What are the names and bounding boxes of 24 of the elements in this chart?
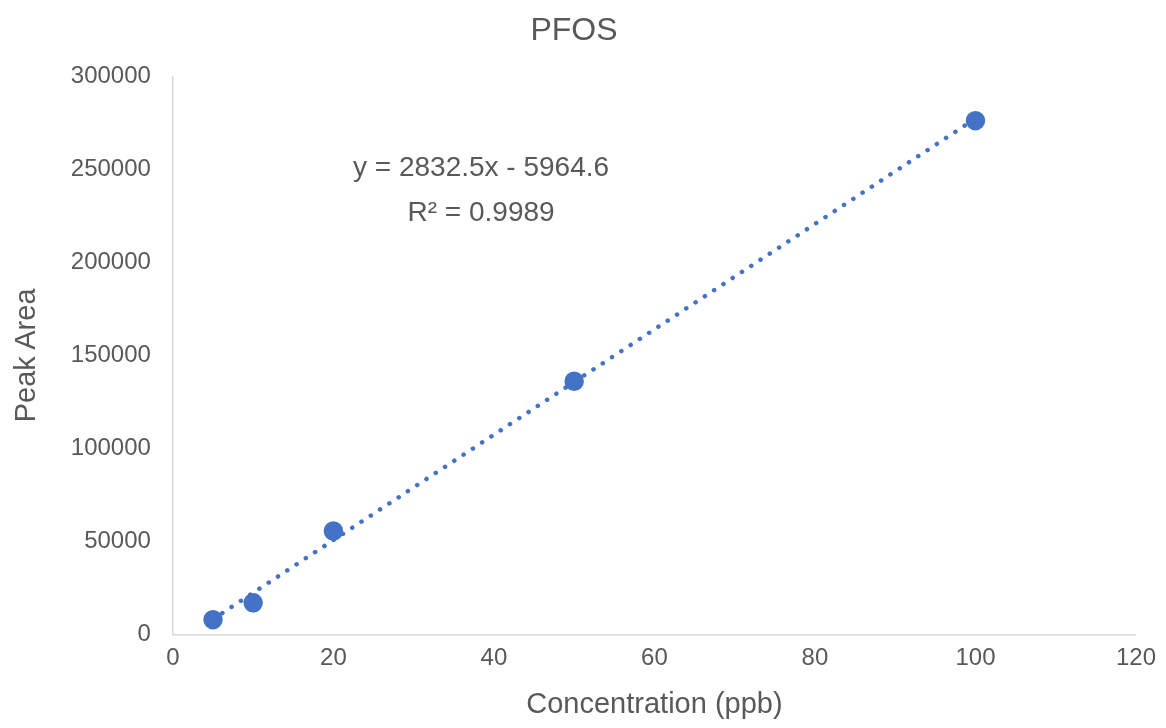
y-tick-label: 100000 — [70, 433, 151, 461]
chart-title: PFOS — [530, 11, 618, 48]
y-tick-label: 200000 — [70, 247, 151, 275]
y-tick-label: 50000 — [84, 526, 151, 554]
x-tick-label: 20 — [320, 643, 347, 671]
point — [243, 593, 263, 613]
x-tick-label: 60 — [641, 643, 668, 671]
y-tick-label: 150000 — [70, 340, 151, 368]
point — [564, 371, 584, 391]
y-tick-label: 250000 — [70, 154, 151, 182]
x-axis-title: Concentration (ppb) — [526, 686, 783, 719]
y-axis-title: Peak Area — [9, 287, 42, 423]
annotation: y = 2832.5x - 5964.6 — [353, 151, 610, 183]
point — [965, 110, 986, 131]
y-tick-label: 0 — [137, 619, 151, 647]
x-tick-label: 80 — [801, 643, 829, 671]
annotation: R² = 0.9989 — [407, 195, 555, 227]
x-tick-label: 100 — [955, 643, 996, 671]
point — [203, 609, 223, 630]
x-tick-label: 40 — [480, 643, 508, 671]
y-tick-label: 300000 — [70, 61, 151, 89]
point — [323, 521, 344, 541]
x-tick-label: 0 — [166, 643, 180, 671]
x-tick-label: 120 — [1115, 643, 1156, 671]
